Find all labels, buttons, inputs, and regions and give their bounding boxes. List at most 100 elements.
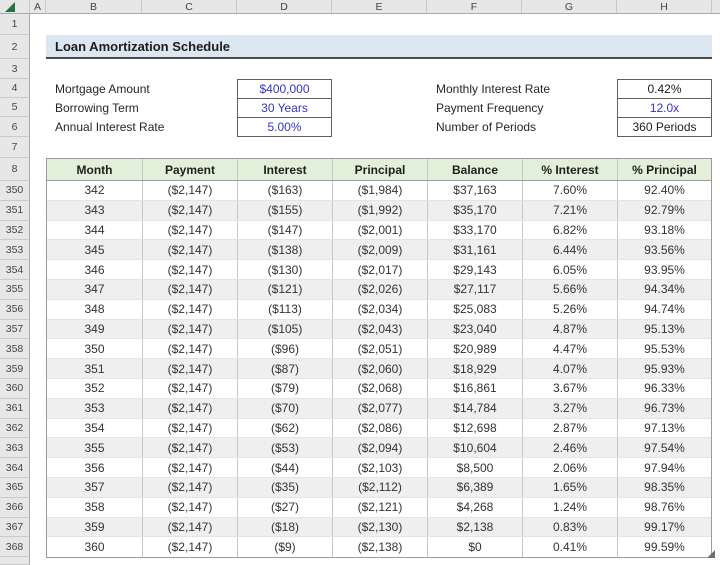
cell-principal-353[interactable]: ($2,077) — [333, 398, 428, 418]
row-header-363[interactable]: 363 — [0, 438, 30, 459]
cell-principal-342[interactable]: ($1,984) — [333, 181, 428, 200]
cell-interest-351[interactable]: ($87) — [238, 359, 333, 378]
row-header-354[interactable]: 354 — [0, 260, 30, 280]
row-header-350[interactable]: 350 — [0, 181, 30, 201]
cell-principal-357[interactable]: ($2,112) — [333, 477, 428, 497]
cell-payment-354[interactable]: ($2,147) — [143, 418, 238, 438]
value-number-of-periods[interactable]: 360 Periods — [632, 120, 697, 134]
column-header-C[interactable]: C — [142, 0, 237, 13]
row-header-352[interactable]: 352 — [0, 220, 30, 241]
row-header-360[interactable]: 360 — [0, 378, 30, 399]
cell-payment-347[interactable]: ($2,147) — [143, 279, 238, 299]
value-mortgage-amount[interactable]: $400,000 — [238, 80, 331, 99]
row-header-357[interactable]: 357 — [0, 319, 30, 340]
column-header-principal[interactable]: Principal — [333, 159, 428, 180]
row-header-365[interactable]: 365 — [0, 477, 30, 498]
cell-payment-353[interactable]: ($2,147) — [143, 398, 238, 418]
row-header-361[interactable]: 361 — [0, 398, 30, 419]
row-header-3[interactable]: 3 — [0, 59, 30, 79]
cell-principal-349[interactable]: 95.13% — [644, 321, 685, 336]
cell-interest-347[interactable]: ($121) — [238, 279, 333, 299]
cell-principal-354[interactable]: ($2,086) — [333, 418, 428, 438]
cell-interest-359[interactable]: 0.83% — [523, 517, 618, 537]
cell-interest-355[interactable]: ($53) — [238, 438, 333, 458]
cell-month-342[interactable]: 342 — [47, 181, 143, 200]
cell-principal-348[interactable]: 94.74% — [644, 302, 685, 317]
cell-principal-344[interactable]: ($2,001) — [333, 220, 428, 240]
cell-principal-352[interactable]: 96.33% — [644, 381, 685, 396]
row-header-366[interactable]: 366 — [0, 497, 30, 518]
cell-principal-357[interactable]: 98.35% — [644, 480, 685, 495]
row-header-4[interactable]: 4 — [0, 79, 30, 98]
cell-interest-356[interactable]: ($44) — [238, 458, 333, 477]
column-header-B[interactable]: B — [46, 0, 142, 13]
cell-principal-351[interactable]: ($2,060) — [333, 359, 428, 378]
cell-principal-352[interactable]: ($2,068) — [333, 378, 428, 398]
cell-interest-360[interactable]: 0.41% — [523, 537, 618, 558]
cell-interest-342[interactable]: 7.60% — [523, 181, 618, 200]
sheet-title-cell[interactable]: Loan Amortization Schedule — [46, 35, 712, 59]
row-header-368[interactable]: 368 — [0, 537, 30, 558]
cell-payment-356[interactable]: ($2,147) — [143, 458, 238, 477]
cell-principal-355[interactable]: 97.54% — [644, 440, 685, 455]
cell-interest-351[interactable]: 4.07% — [523, 359, 618, 378]
column-header-balance[interactable]: Balance — [428, 159, 523, 180]
cell-principal-350[interactable]: 95.53% — [644, 341, 685, 356]
cell-month-355[interactable]: 355 — [47, 438, 143, 458]
cell-principal-345[interactable]: ($2,009) — [333, 240, 428, 260]
cell-principal-344[interactable]: 93.18% — [644, 222, 685, 237]
cell-principal-346[interactable]: 93.95% — [644, 262, 685, 277]
cell-principal-354[interactable]: 97.13% — [644, 420, 685, 435]
cell-principal-359[interactable]: 99.17% — [644, 519, 685, 534]
cell-principal-355[interactable]: ($2,094) — [333, 438, 428, 458]
cell-interest-358[interactable]: 1.24% — [523, 497, 618, 517]
cell-month-353[interactable]: 353 — [47, 398, 143, 418]
row-header-367[interactable]: 367 — [0, 517, 30, 538]
cell-month-356[interactable]: 356 — [47, 458, 143, 477]
cell-balance-347[interactable]: $27,117 — [428, 279, 523, 299]
cell-interest-359[interactable]: ($18) — [238, 517, 333, 537]
value-annual-interest-rate[interactable]: 5.00% — [267, 120, 302, 134]
cell-interest-348[interactable]: 5.26% — [523, 299, 618, 319]
cell-month-360[interactable]: 360 — [47, 537, 143, 558]
cell-interest-344[interactable]: ($147) — [238, 220, 333, 240]
cell-month-351[interactable]: 351 — [47, 359, 143, 378]
cell-principal-343[interactable]: 92.79% — [644, 203, 685, 218]
row-header-362[interactable]: 362 — [0, 418, 30, 439]
cell-principal-345[interactable]: 93.56% — [644, 242, 685, 257]
row-header-1[interactable]: 1 — [0, 14, 30, 35]
cell-interest-345[interactable]: ($138) — [238, 240, 333, 260]
row-header-353[interactable]: 353 — [0, 240, 30, 261]
column-header-G[interactable]: G — [522, 0, 617, 13]
cell-balance-352[interactable]: $16,861 — [428, 378, 523, 398]
cell-balance-351[interactable]: $18,929 — [428, 359, 523, 378]
cell-balance-356[interactable]: $8,500 — [428, 458, 523, 477]
cell-payment-342[interactable]: ($2,147) — [143, 181, 238, 200]
row-header-6[interactable]: 6 — [0, 117, 30, 137]
cell-principal-347[interactable]: 94.34% — [644, 282, 685, 297]
cell-month-348[interactable]: 348 — [47, 299, 143, 319]
cell-interest-357[interactable]: 1.65% — [523, 477, 618, 497]
row-header-2[interactable]: 2 — [0, 35, 30, 59]
cell-interest-343[interactable]: 7.21% — [523, 200, 618, 220]
row-header-351[interactable]: 351 — [0, 200, 30, 221]
row-header-8[interactable]: 8 — [0, 158, 30, 181]
cell-balance-358[interactable]: $4,268 — [428, 497, 523, 517]
cell-interest-345[interactable]: 6.44% — [523, 240, 618, 260]
cell-interest-354[interactable]: ($62) — [238, 418, 333, 438]
cell-month-344[interactable]: 344 — [47, 220, 143, 240]
cell-balance-357[interactable]: $6,389 — [428, 477, 523, 497]
cell-interest-360[interactable]: ($9) — [238, 537, 333, 558]
cell-month-347[interactable]: 347 — [47, 279, 143, 299]
cell-interest-343[interactable]: ($155) — [238, 200, 333, 220]
cell-balance-343[interactable]: $35,170 — [428, 200, 523, 220]
row-header-5[interactable]: 5 — [0, 98, 30, 117]
cell-balance-346[interactable]: $29,143 — [428, 260, 523, 279]
cell-interest-350[interactable]: 4.47% — [523, 339, 618, 359]
cell-principal-359[interactable]: ($2,130) — [333, 517, 428, 537]
cell-balance-353[interactable]: $14,784 — [428, 398, 523, 418]
cell-balance-359[interactable]: $2,138 — [428, 517, 523, 537]
row-header-364[interactable]: 364 — [0, 458, 30, 478]
cell-interest-354[interactable]: 2.87% — [523, 418, 618, 438]
cell-month-354[interactable]: 354 — [47, 418, 143, 438]
